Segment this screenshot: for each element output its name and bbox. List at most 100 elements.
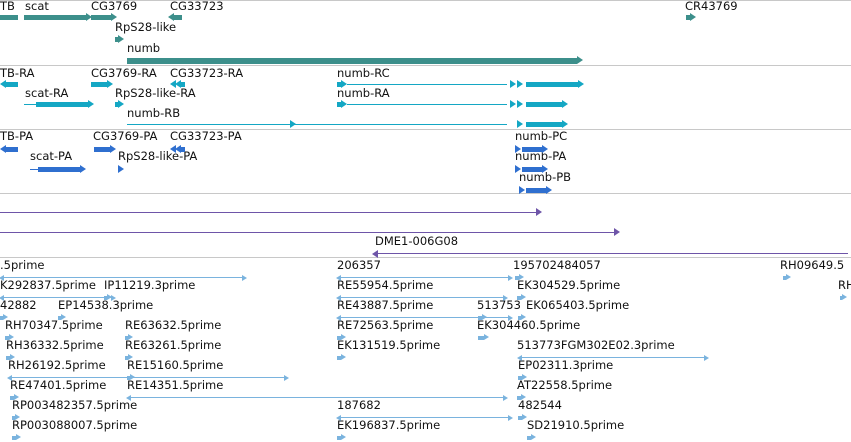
feature-block[interactable] — [36, 102, 88, 107]
feature-block[interactable] — [125, 356, 128, 360]
feature-block[interactable] — [526, 122, 562, 127]
feature-block[interactable] — [337, 436, 341, 440]
feature-block[interactable] — [515, 276, 519, 280]
feature-label[interactable]: EK304460.5prime — [477, 318, 581, 332]
feature-block[interactable] — [337, 82, 341, 87]
feature-label[interactable]: RE43887.5prime — [337, 298, 434, 312]
feature-block[interactable] — [517, 296, 521, 300]
feature-block[interactable] — [10, 396, 14, 400]
feature-label[interactable]: numb-PB — [519, 170, 572, 184]
feature-label[interactable]: numb-RB — [127, 106, 181, 120]
feature-block[interactable] — [522, 147, 542, 152]
feature-label[interactable]: SD21910.5prime — [527, 418, 625, 432]
feature-block[interactable] — [12, 436, 16, 440]
feature-label[interactable]: RH70347.5prime — [5, 318, 103, 332]
feature-block[interactable] — [686, 15, 690, 20]
feature-block[interactable] — [127, 376, 130, 380]
feature-label[interactable]: 42882 — [0, 298, 37, 312]
feature-label[interactable]: RH36332.5prime — [6, 338, 104, 352]
feature-label[interactable]: 513753 — [477, 298, 521, 312]
feature-block[interactable] — [6, 356, 10, 360]
feature-label[interactable]: K292837.5prime — [0, 278, 96, 292]
feature-label[interactable]: scat-RA — [25, 86, 69, 100]
feature-label[interactable]: 206357 — [337, 258, 381, 272]
feature-label[interactable]: DME1-006G08 — [375, 234, 459, 248]
feature-block[interactable] — [6, 147, 18, 152]
feature-label[interactable]: RE63632.5prime — [125, 318, 222, 332]
feature-label[interactable]: EP14538.3prime — [58, 298, 154, 312]
feature-label[interactable]: RE15160.5prime — [127, 358, 224, 372]
feature-label[interactable]: EP02311.3prime — [518, 358, 614, 372]
feature-label[interactable]: RE72563.5prime — [337, 318, 434, 332]
feature-label[interactable]: CR43769 — [685, 0, 738, 13]
feature-block[interactable] — [125, 336, 128, 340]
feature-block[interactable] — [518, 316, 521, 320]
feature-block[interactable] — [127, 58, 577, 64]
feature-block[interactable] — [91, 82, 107, 87]
feature-block[interactable] — [526, 82, 578, 87]
feature-block[interactable] — [526, 188, 546, 193]
feature-block[interactable] — [58, 316, 61, 320]
feature-label[interactable]: scat — [25, 0, 49, 13]
feature-label[interactable]: EK065403.5prime — [526, 298, 630, 312]
feature-block[interactable] — [104, 296, 107, 300]
feature-block[interactable] — [12, 416, 15, 420]
feature-block[interactable] — [0, 15, 18, 20]
feature-block[interactable] — [94, 147, 110, 152]
feature-label[interactable]: CG3769-PA — [93, 129, 158, 143]
feature-label[interactable]: TB — [0, 0, 15, 13]
feature-label[interactable]: CG33723 — [170, 0, 224, 13]
feature-label[interactable]: numb-PA — [515, 149, 567, 163]
feature-block[interactable] — [337, 102, 341, 107]
feature-block[interactable] — [115, 102, 118, 107]
feature-block[interactable] — [115, 37, 118, 42]
feature-label[interactable]: RE14351.5prime — [127, 378, 224, 392]
feature-label[interactable]: TB-RA — [0, 66, 35, 80]
feature-block[interactable] — [478, 316, 482, 320]
feature-label[interactable]: numb-RA — [337, 86, 390, 100]
feature-block[interactable] — [518, 376, 522, 380]
feature-block[interactable] — [174, 15, 182, 20]
feature-label[interactable]: EK131519.5prime — [337, 338, 441, 352]
feature-label[interactable]: EK304529.5prime — [517, 278, 621, 292]
feature-label[interactable]: CG33723-PA — [170, 129, 242, 143]
feature-block[interactable] — [5, 336, 9, 340]
feature-label[interactable]: 195702484057 — [513, 258, 601, 272]
feature-label[interactable]: RP003482357.5prime — [12, 398, 138, 412]
feature-block[interactable] — [181, 147, 185, 152]
feature-label[interactable]: CG3769 — [91, 0, 138, 13]
feature-label[interactable]: 513773FGM302E02.3prime — [517, 338, 675, 352]
feature-label[interactable]: RE55954.5prime — [337, 278, 434, 292]
feature-label[interactable]: .5prime — [0, 258, 45, 272]
feature-block[interactable] — [522, 167, 542, 172]
feature-block[interactable] — [840, 296, 842, 300]
feature-label[interactable]: CG33723-RA — [170, 66, 244, 80]
feature-label[interactable]: IP11219.3prime — [104, 278, 196, 292]
feature-block[interactable] — [337, 356, 341, 360]
feature-label[interactable]: RpS28-like-PA — [118, 149, 198, 163]
feature-label[interactable]: 482544 — [518, 398, 562, 412]
feature-label[interactable]: CG3769-RA — [91, 66, 157, 80]
feature-label[interactable]: TB-PA — [0, 129, 34, 143]
feature-block[interactable] — [38, 167, 80, 172]
feature-block[interactable] — [24, 15, 86, 20]
feature-label[interactable]: RE63261.5prime — [125, 338, 222, 352]
feature-block[interactable] — [526, 102, 562, 107]
feature-block[interactable] — [6, 82, 18, 87]
feature-block[interactable] — [517, 396, 521, 400]
feature-block[interactable] — [527, 436, 531, 440]
feature-block[interactable] — [518, 416, 522, 420]
feature-block[interactable] — [337, 336, 341, 340]
feature-block[interactable] — [0, 316, 3, 320]
feature-label[interactable]: scat-PA — [30, 149, 73, 163]
feature-block[interactable] — [181, 82, 185, 87]
feature-label[interactable]: RE47401.5prime — [10, 378, 107, 392]
feature-label[interactable]: RH — [838, 278, 851, 292]
feature-block[interactable] — [91, 15, 111, 20]
feature-label[interactable]: RpS28-like — [115, 20, 177, 34]
feature-label[interactable]: numb-RC — [337, 66, 390, 80]
feature-label[interactable]: 187682 — [337, 398, 381, 412]
feature-label[interactable]: RH09649.5 — [780, 258, 845, 272]
feature-label[interactable]: EK196837.5prime — [337, 418, 441, 432]
feature-label[interactable]: numb — [127, 41, 161, 55]
